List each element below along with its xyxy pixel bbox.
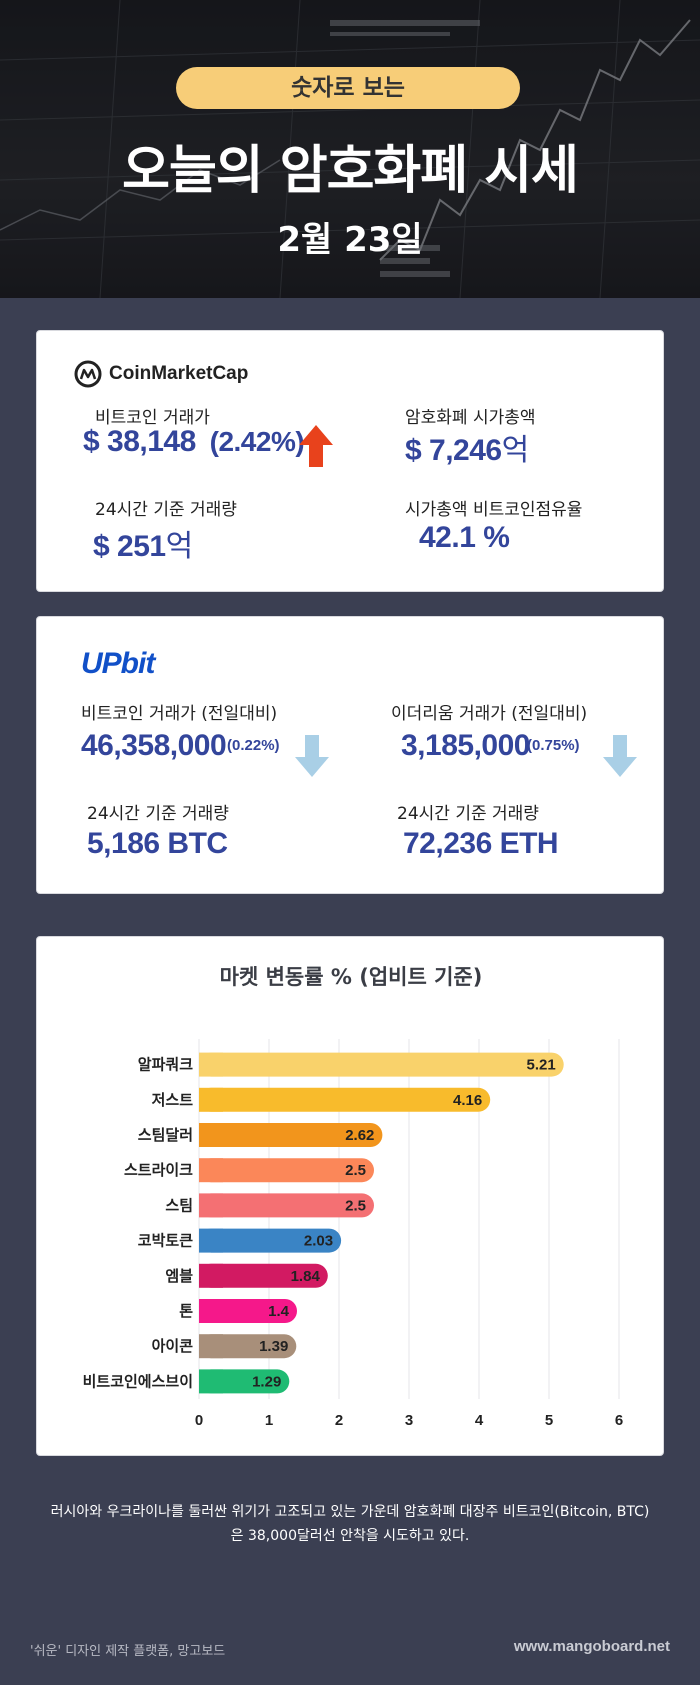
category-label: 스트라이크 [124,1161,193,1179]
data-label: 1.29 [252,1373,281,1390]
x-tick-label: 2 [335,1412,343,1429]
bar [199,1334,297,1359]
data-label: 1.4 [268,1303,290,1320]
bar [199,1193,374,1218]
upbit-btc-change: (0.22%) [227,737,280,754]
data-label: 1.39 [259,1338,288,1355]
hero-overlay [0,0,700,298]
header-pill: 숫자로 보는 [176,67,520,109]
volume-value: $ 251억 [93,529,193,564]
market-change-chart-card: 마켓 변동률 % (업비트 기준) 0 1 2 3 4 5 6 알파쿼크 5.21 저스트 4.16… [36,936,664,1456]
down-arrow-icon [295,735,329,777]
bar [199,1052,564,1077]
category-label: 저스트 [152,1091,194,1109]
up-arrow-icon [299,425,333,467]
data-label: 2.5 [345,1197,366,1214]
data-label: 4.16 [453,1092,482,1109]
upbit-eth-volume-value: 72,236 ETH [403,827,559,860]
dominance-label: 시가총액 비트코인점유율 [405,500,583,520]
bar [199,1158,374,1183]
dominance-value: 42.1 % [419,521,510,554]
upbit-eth-volume-label: 24시간 기준 거래량 [397,804,539,824]
category-label: 스팀 [165,1196,193,1214]
x-tick-label: 4 [475,1412,484,1429]
btc-price-label: 비트코인 거래가 [95,408,210,428]
data-label: 2.03 [304,1233,333,1250]
coinmarketcap-logo: CoinMarketCap [73,359,248,389]
caption-line-1: 러시아와 우크라이나를 둘러싼 위기가 고조되고 있는 가운데 암호화폐 대장주… [50,1504,650,1520]
bar-base [199,1299,223,1323]
category-label: 스팀달러 [138,1126,193,1144]
bar-base [199,1228,223,1253]
btc-price-change: (2.42%) [209,426,305,457]
stock-chart-background [0,0,700,298]
data-label: 2.5 [345,1162,366,1179]
volume-label: 24시간 기준 거래량 [95,500,237,520]
upbit-btc-volume-label: 24시간 기준 거래량 [87,804,229,824]
caption: 러시아와 우크라이나를 둘러싼 위기가 고조되고 있는 가운데 암호화폐 대장주… [0,1500,700,1548]
x-tick-label: 3 [405,1412,413,1429]
bar [199,1087,491,1112]
x-tick-label: 1 [265,1412,273,1429]
coinmarketcap-card: CoinMarketCap 비트코인 거래가 $ 38,148 (2.42%) … [36,330,664,592]
bar-base [199,1052,223,1077]
bar-chart: 0 1 2 3 4 5 6 알파쿼크 5.21 저스트 4.16 스팀달러 2.62 스트라이크 2.5 스팀… [83,1039,623,1429]
upbit-eth-label: 이더리움 거래가 (전일대비) [391,704,588,724]
bar [199,1123,383,1147]
upbit-logo: UPbit [81,647,155,680]
bar-base [199,1263,223,1288]
bar [199,1228,342,1253]
bar-base [199,1369,223,1394]
x-tick-label: 6 [615,1412,623,1429]
category-label: 비트코인에스브이 [83,1372,193,1390]
page-title: 오늘의 암호화폐 시세 [122,141,579,201]
data-label: 5.21 [526,1057,555,1074]
bar-base [199,1334,223,1359]
category-label: 엠블 [165,1267,193,1285]
data-label: 1.84 [291,1268,321,1285]
coinmarketcap-logo-icon [74,360,102,388]
hero-banner: 숫자로 보는 오늘의 암호화폐 시세 2월 23일 [0,0,700,298]
x-tick-label: 0 [195,1412,203,1429]
category-label: 아이콘 [152,1337,194,1355]
x-tick-label: 5 [545,1412,553,1429]
coinmarketcap-logo-text: CoinMarketCap [109,363,249,384]
bar [199,1299,297,1323]
bar-base [199,1193,223,1218]
bar-base [199,1087,223,1112]
footer-credit: '쉬운' 디자인 제작 플랫폼, 망고보드 [30,1644,226,1659]
bar [199,1263,328,1288]
market-cap-label: 암호화폐 시가총액 [405,408,536,428]
upbit-eth-value: 3,185,000 [401,729,530,762]
page-date: 2월 23일 [277,220,423,260]
upbit-btc-volume-value: 5,186 BTC [87,827,228,860]
category-label: 알파쿼크 [138,1056,193,1074]
caption-line-2: 은 38,000달러선 안착을 시도하고 있다. [230,1528,470,1544]
chart-title: 마켓 변동률 % (업비트 기준) [219,965,483,989]
category-label: 코박토큰 [138,1232,193,1250]
upbit-btc-label: 비트코인 거래가 (전일대비) [81,704,278,724]
market-cap-value: $ 7,246억 [405,433,529,468]
bar-base [199,1158,223,1183]
down-arrow-icon [603,735,637,777]
data-label: 2.62 [345,1127,374,1144]
upbit-eth-change: (0.75%) [527,737,580,754]
btc-price-value: $ 38,148 (2.42%) [83,425,305,458]
footer-site: www.mangoboard.net [513,1638,670,1655]
upbit-card: UPbit 비트코인 거래가 (전일대비) 46,358,000 (0.22%)… [36,616,664,894]
upbit-btc-value: 46,358,000 [81,729,227,762]
category-label: 톤 [179,1302,193,1320]
bar-base [199,1123,223,1147]
